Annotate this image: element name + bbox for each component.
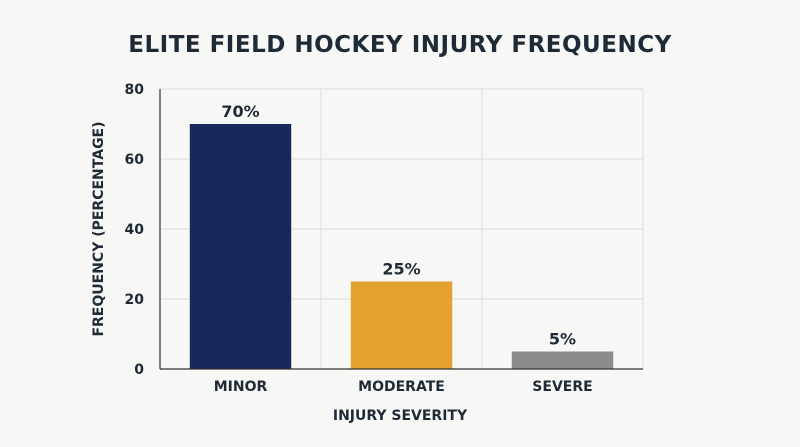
x-axis-label: INJURY SEVERITY [333,408,468,424]
data-label: 70% [221,102,259,121]
axes [159,89,643,370]
data-label: 5% [549,330,576,349]
y-tick-label: 20 [125,292,145,308]
y-axis-label: FREQUENCY (PERCENTAGE) [91,121,107,336]
y-tick-label: 0 [134,362,144,378]
bars [189,124,614,369]
y-tick-label: 80 [125,82,145,98]
y-tick-label: 60 [125,152,145,168]
y-tick-label: 40 [125,222,145,238]
labels: 0 20 40 60 80 70% MINOR 25% MODERATE 5% SEVERE [125,82,593,395]
x-tick-label: MINOR [214,379,268,395]
chart-title: ELITE FIELD HOCKEY INJURY FREQUENCY [128,32,671,58]
bar-minor [189,124,292,369]
data-label: 25% [382,260,420,279]
x-tick-label: MODERATE [358,379,445,395]
bar-severe [511,351,614,369]
x-tick-label: SEVERE [532,379,592,395]
bar-moderate [350,281,453,369]
